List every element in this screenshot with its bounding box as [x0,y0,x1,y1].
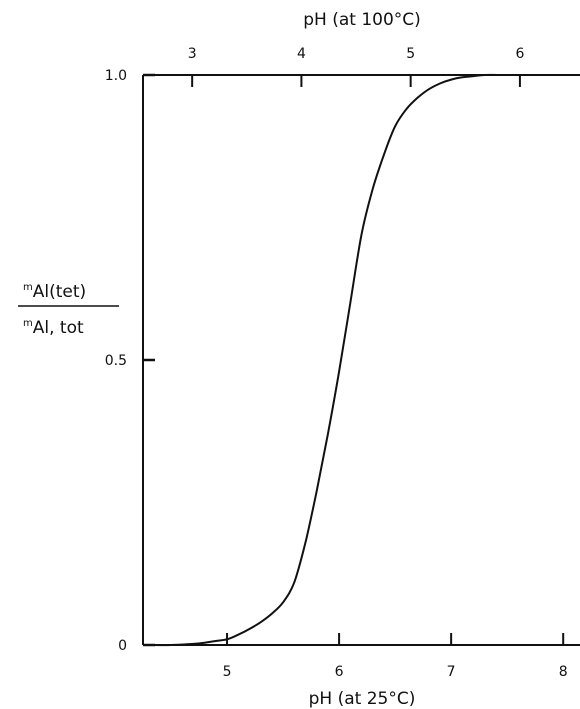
y-axis-numerator: mAl(tet) [23,282,86,302]
y-axis-denominator: mAl, tot [23,318,84,338]
x2-tick-label: 5 [406,46,415,62]
y-axis-numerator-text: Al(tet) [33,282,86,302]
series-line [148,73,580,647]
y-axis-denominator-text: Al, tot [33,318,84,338]
x2-tick-label: 3 [188,46,197,62]
x-tick-label: 7 [447,664,456,680]
y-axis-denominator-prefix: m [23,318,33,329]
x-tick-label: 6 [335,664,344,680]
y-axis-title: mAl(tet) mAl, tot [18,282,119,338]
x2-tick-label: 6 [515,46,524,62]
x-tick-label: 5 [223,664,232,680]
y-tick-label: 1.0 [105,68,127,84]
y-axis-ticks: 0 0.5 1.0 [105,68,155,654]
y-axis-numerator-prefix: m [23,282,33,293]
x2-axis-ticks: 3 4 5 6 [188,46,524,87]
x-tick-label: 8 [559,664,568,680]
plot-frame [142,74,580,646]
y-tick-label: 0 [118,638,127,654]
x-axis-title: pH (at 25°C) [309,689,416,709]
x-axis-ticks: 5 6 7 8 [223,633,568,680]
x2-tick-label: 4 [297,46,306,62]
x2-axis-title: pH (at 100°C) [303,10,421,30]
y-tick-label: 0.5 [105,353,127,369]
series-layer [148,73,580,647]
